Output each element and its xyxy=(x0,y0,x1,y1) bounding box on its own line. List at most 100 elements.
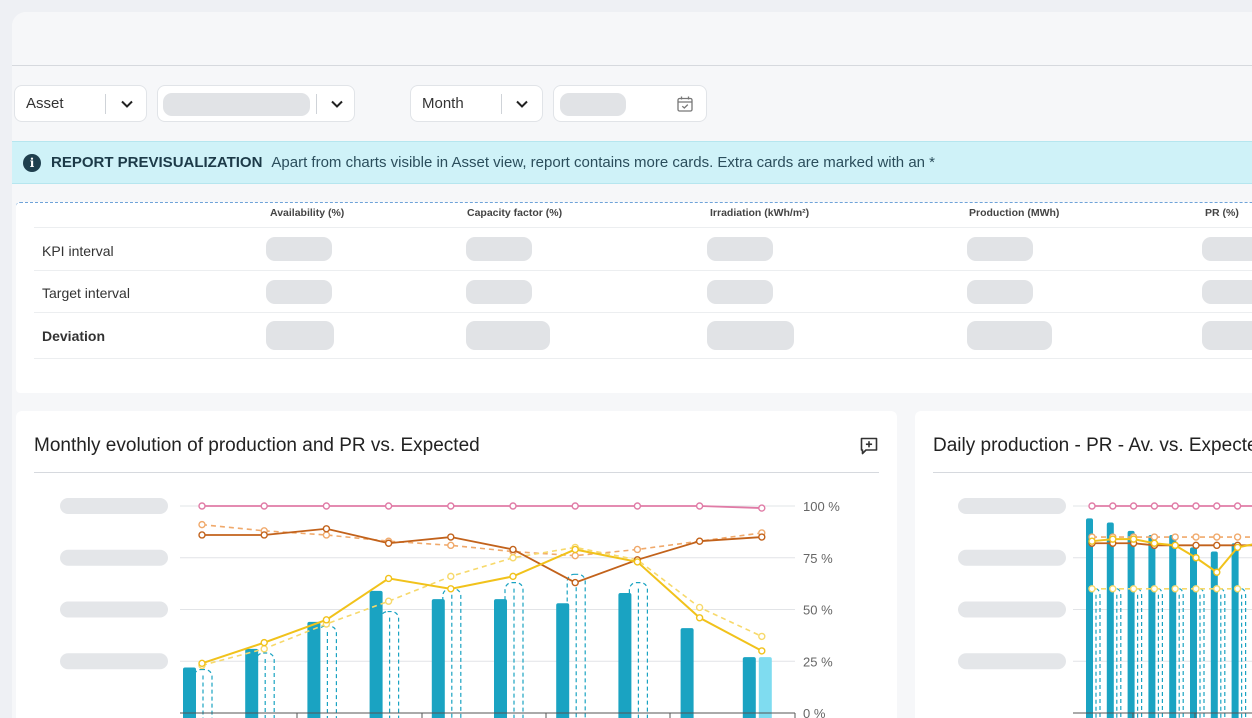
banner-message: Apart from charts visible in Asset view,… xyxy=(271,154,936,171)
irradiation-line-point xyxy=(1150,539,1159,547)
irradiation-expected-line-point xyxy=(1192,585,1200,593)
production-bar xyxy=(494,599,507,718)
kpi-value-placeholder xyxy=(967,321,1052,350)
card-divider xyxy=(933,472,1252,473)
kpi-value-placeholder xyxy=(266,280,332,304)
production-bar xyxy=(618,592,632,718)
add-comment-icon[interactable] xyxy=(859,436,879,456)
pr-line-point xyxy=(1192,541,1200,550)
top-bar xyxy=(12,12,1252,66)
irradiation-line-point xyxy=(1088,537,1096,545)
daily-chart-card: Daily production - PR - Av. vs. Expected xyxy=(915,411,1252,718)
production-bar xyxy=(556,603,570,718)
irradiation-line-point xyxy=(1213,568,1221,576)
view-select[interactable]: Asset xyxy=(14,85,147,122)
irradiation-expected-line-point xyxy=(1109,585,1117,593)
chevron-down-icon[interactable] xyxy=(119,96,135,112)
irradiation-expected-line-point xyxy=(695,603,704,612)
production-bar xyxy=(742,657,756,718)
pr-expected-line-point xyxy=(571,551,579,560)
axis-label-placeholder xyxy=(60,601,168,618)
production-bar xyxy=(1106,522,1114,718)
expected-bar xyxy=(193,668,213,718)
pr-line-point xyxy=(322,525,331,533)
axis-label-placeholder xyxy=(958,498,1066,514)
kpi-value-placeholder xyxy=(707,280,773,304)
irradiation-line-point xyxy=(1129,535,1138,543)
production-bar xyxy=(245,648,259,718)
production-bar xyxy=(1210,551,1218,718)
pr-line xyxy=(202,527,762,584)
availability-line-point xyxy=(384,502,393,510)
availability-line-point xyxy=(758,504,766,512)
kpi-table-card: Availability (%) Capacity factor (%) Irr… xyxy=(16,202,1252,393)
chevron-down-icon[interactable] xyxy=(329,96,345,112)
report-preview-banner: i REPORT PREVISUALIZATION Apart from cha… xyxy=(12,141,1252,184)
table-row: KPI interval xyxy=(34,229,1252,271)
pr-line-point xyxy=(1213,541,1221,550)
asset-select[interactable] xyxy=(157,85,355,122)
kpi-value-placeholder xyxy=(707,237,773,261)
irradiation-expected-line-point xyxy=(1088,585,1096,593)
table-row: Deviation xyxy=(34,313,1252,359)
irradiation-expected-line-point xyxy=(1171,585,1179,593)
production-bar xyxy=(431,599,445,718)
production-bar xyxy=(1086,518,1093,718)
axis-label-placeholder xyxy=(60,653,168,670)
tick-label: 100 % xyxy=(803,499,840,514)
period-select-label: Month xyxy=(422,95,464,112)
pr-line-point xyxy=(447,533,455,541)
production-bar xyxy=(307,621,321,718)
pr-expected-line-point xyxy=(447,541,455,550)
pr-line-point xyxy=(509,545,517,554)
irradiation-line-point xyxy=(695,614,704,622)
availability-line-point xyxy=(1192,502,1200,510)
production-bar xyxy=(183,667,196,718)
irradiation-expected-line-point xyxy=(447,572,455,581)
irradiation-line-point xyxy=(198,659,206,668)
irradiation-line-point xyxy=(758,647,766,655)
irradiation-expected-line xyxy=(201,546,763,667)
axis-label-placeholder xyxy=(958,653,1066,670)
tick-label: 0 % xyxy=(803,706,826,718)
card-title: Monthly evolution of production and PR v… xyxy=(34,435,480,456)
irradiation-line-point xyxy=(447,585,455,593)
irradiation-line-point xyxy=(260,638,268,647)
production-bar xyxy=(1169,534,1177,718)
calendar-icon[interactable] xyxy=(676,95,694,113)
irradiation-expected-line-point xyxy=(1129,585,1138,593)
column-header-pr: PR (%) xyxy=(1205,207,1239,219)
kpi-value-placeholder xyxy=(967,237,1033,261)
irradiation-expected-line-point xyxy=(1213,585,1221,593)
availability-line-point xyxy=(633,502,642,510)
row-label: KPI interval xyxy=(42,243,114,259)
period-select[interactable]: Month xyxy=(410,85,543,122)
axis-label-placeholder xyxy=(958,601,1066,618)
pr-expected-line-point xyxy=(198,520,206,529)
app-window: Asset Month i REPORT PREVISUALIZATION Ap… xyxy=(12,12,1252,718)
column-header-availability: Availability (%) xyxy=(270,207,345,219)
irradiation-expected-line-point xyxy=(1150,585,1159,593)
production-bar xyxy=(369,590,383,718)
kpi-value-placeholder xyxy=(266,237,332,261)
pr-line-point xyxy=(571,578,579,587)
availability-line-point xyxy=(695,502,704,510)
row-label: Deviation xyxy=(42,328,106,344)
production-bar xyxy=(1231,543,1239,718)
date-value-placeholder xyxy=(560,93,626,116)
select-separator xyxy=(501,94,502,114)
irradiation-line-point xyxy=(509,572,517,581)
availability-line-point xyxy=(1109,502,1117,510)
irradiation-expected-line-point xyxy=(384,597,393,605)
expected-bar xyxy=(1112,588,1122,718)
axis-label-placeholder xyxy=(60,498,168,514)
pr-line-point xyxy=(198,531,206,539)
chevron-down-icon[interactable] xyxy=(514,96,530,112)
irradiation-expected-line-point xyxy=(1233,585,1242,593)
date-picker[interactable] xyxy=(553,85,707,122)
pr-expected-line-point xyxy=(322,531,331,539)
select-separator xyxy=(316,94,317,114)
card-title: Daily production - PR - Av. vs. Expected xyxy=(933,435,1252,456)
availability-line-point xyxy=(509,502,517,510)
kpi-value-placeholder xyxy=(266,321,334,350)
